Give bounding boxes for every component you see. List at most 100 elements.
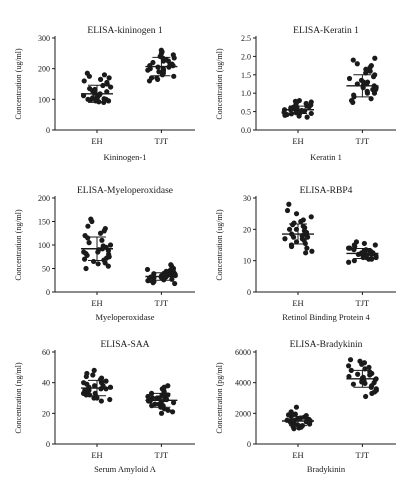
data-point [303, 419, 309, 425]
data-point [145, 67, 151, 73]
data-point [148, 75, 155, 81]
chart-panel-2: ELISA-Keratin 1 0.0 0.5 1.0 1.5 2.0 2.5 Concent… [215, 26, 396, 162]
data-point [145, 393, 151, 400]
y-tick-label: 100 [38, 241, 50, 250]
chart-panel-6: ELISA-Bradykinin 0 2000 4000 6000 Concentrati… [215, 340, 396, 474]
data-point [165, 383, 171, 389]
x-category-label: EH [91, 450, 102, 460]
data-point [299, 236, 305, 242]
y-tick-label: 0.0 [241, 126, 251, 135]
data-point [104, 89, 110, 95]
data-point [346, 373, 352, 380]
data-point [286, 201, 292, 207]
x-category-label: TJT [356, 298, 371, 308]
data-point [84, 70, 90, 76]
x-axis-label: Serum Amyloid A [94, 464, 157, 474]
data-point [105, 98, 112, 104]
x-axis-label: Keratin 1 [310, 152, 342, 162]
data-point [160, 66, 166, 72]
data-point [87, 86, 93, 92]
data-point [80, 390, 87, 396]
data-point [90, 95, 96, 101]
data-point [81, 256, 88, 262]
data-point [81, 380, 87, 386]
y-axis-label: Concentration (ug/ml) [215, 48, 224, 120]
data-point [354, 61, 360, 67]
data-point [146, 398, 152, 404]
data-point [84, 370, 90, 377]
x-category-label: EH [292, 298, 303, 308]
y-tick-label: 20 [42, 409, 50, 418]
data-point [304, 245, 310, 251]
data-point [284, 417, 290, 423]
data-point [107, 396, 113, 403]
data-point [107, 242, 114, 248]
data-point [350, 381, 357, 387]
data-point [366, 364, 372, 370]
data-point [105, 263, 111, 269]
y-tick-label: 60 [42, 348, 50, 357]
data-point [361, 240, 367, 247]
x-category-label: EH [292, 136, 303, 146]
data-point [154, 75, 160, 81]
data-point [282, 236, 288, 242]
data-point [91, 258, 97, 265]
chart-title: ELISA-Bradykinin [290, 340, 363, 350]
data-point [369, 256, 375, 262]
y-tick-label: 0 [46, 440, 50, 449]
data-point [350, 57, 356, 63]
data-point [91, 367, 97, 373]
data-point [101, 96, 107, 102]
data-point [292, 411, 298, 417]
chart-title: ELISA-Myeloperoxidase [77, 186, 173, 196]
data-point [291, 220, 297, 226]
y-tick-label: 200 [38, 194, 50, 203]
y-tick-label: 50 [42, 265, 50, 274]
data-point [83, 265, 89, 272]
data-point [91, 383, 98, 389]
data-point [99, 237, 105, 243]
data-point [309, 248, 315, 254]
y-axis-label: Concentration (ug/ml) [215, 209, 224, 281]
data-point [152, 401, 158, 407]
data-point [147, 63, 153, 69]
data-point [346, 259, 352, 265]
chart-title: ELISA-kininogen 1 [87, 26, 162, 36]
data-point [108, 84, 114, 90]
data-point [82, 233, 88, 239]
data-point [363, 393, 369, 400]
data-point [363, 66, 369, 72]
data-point [88, 216, 94, 222]
data-point [368, 63, 374, 69]
data-point [103, 386, 109, 392]
y-tick-label: 1.5 [241, 71, 251, 80]
data-point [361, 360, 368, 366]
data-point [351, 92, 357, 98]
data-point [348, 367, 354, 373]
chart-title: ELISA-Keratin 1 [293, 26, 359, 36]
data-point [169, 276, 175, 282]
x-axis-label: Retinol Binding Protein 4 [282, 312, 370, 322]
chart-title: ELISA-RBP4 [300, 186, 353, 196]
data-point [373, 386, 379, 392]
data-point [106, 251, 112, 257]
data-point [95, 261, 101, 267]
data-point [97, 230, 104, 236]
y-tick-label: 2.0 [241, 52, 251, 61]
data-point [104, 79, 110, 86]
data-point [303, 250, 309, 256]
data-point [97, 76, 104, 82]
y-tick-label: 6000 [235, 348, 251, 357]
data-point [308, 110, 314, 117]
y-tick-label: 2000 [235, 409, 251, 418]
data-point [296, 97, 302, 104]
data-point [372, 242, 378, 248]
x-category-label: TJT [155, 450, 170, 460]
data-point [158, 410, 165, 416]
x-category-label: TJT [155, 136, 170, 146]
x-category-label: TJT [356, 450, 371, 460]
data-point [353, 239, 360, 245]
data-point [103, 378, 109, 384]
data-point [172, 280, 178, 287]
